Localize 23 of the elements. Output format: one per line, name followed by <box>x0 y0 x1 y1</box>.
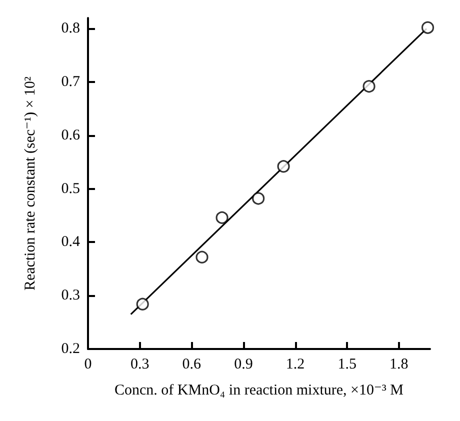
y-tick-label: 0.8 <box>61 20 80 37</box>
x-axis-title: Concn. of KMnO₄ in reaction mixture, ×10⁻³ M <box>114 382 404 398</box>
y-tick-label: 0.7 <box>61 74 80 90</box>
x-tick-label: 1.2 <box>286 356 305 372</box>
point <box>362 80 376 93</box>
x-tick-label: 1.5 <box>338 356 356 372</box>
point <box>136 298 149 310</box>
y-tick-label: 0.6 <box>61 127 80 144</box>
point <box>252 192 265 205</box>
x-tick-label: 0.3 <box>130 356 150 372</box>
point <box>421 21 434 34</box>
point <box>277 160 290 173</box>
x-tick-label: 0.9 <box>234 356 253 372</box>
x-tick-label: 0.6 <box>182 356 202 372</box>
point <box>216 211 228 224</box>
y-tick-label: 0.2 <box>61 341 80 357</box>
y-tick-label: 0.5 <box>61 180 80 197</box>
x-tick-label: 0 <box>84 356 92 372</box>
y-axis-title: Reaction rate constant (sec⁻¹) × 10² <box>22 76 38 291</box>
x-tick-label: 1.8 <box>390 356 408 372</box>
y-tick-label: 0.3 <box>61 288 80 304</box>
y-tick-label: 0.4 <box>61 234 80 250</box>
point <box>196 250 208 264</box>
